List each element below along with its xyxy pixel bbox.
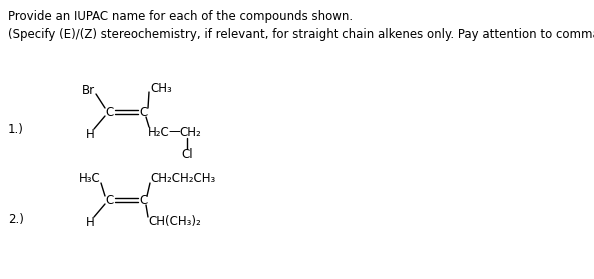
Text: CH₂CH₂CH₃: CH₂CH₂CH₃ <box>150 172 215 184</box>
Text: —: — <box>168 126 180 138</box>
Text: C: C <box>106 194 114 206</box>
Text: H: H <box>86 128 94 141</box>
Text: C: C <box>139 105 147 119</box>
Text: Cl: Cl <box>181 148 193 162</box>
Text: (Specify (E)/(Z) stereochemistry, if relevant, for straight chain alkenes only. : (Specify (E)/(Z) stereochemistry, if rel… <box>8 28 594 41</box>
Text: H: H <box>86 215 94 229</box>
Text: Provide an IUPAC name for each of the compounds shown.: Provide an IUPAC name for each of the co… <box>8 10 353 23</box>
Text: C: C <box>106 105 114 119</box>
Text: CH₃: CH₃ <box>150 81 172 95</box>
Text: 2.): 2.) <box>8 213 24 227</box>
Text: CH(CH₃)₂: CH(CH₃)₂ <box>148 215 201 229</box>
Text: Br: Br <box>82 83 95 97</box>
Text: H₂C: H₂C <box>148 126 170 138</box>
Text: H₃C: H₃C <box>79 172 101 184</box>
Text: CH₂: CH₂ <box>179 126 201 138</box>
Text: 1.): 1.) <box>8 124 24 136</box>
Text: C: C <box>139 194 147 206</box>
